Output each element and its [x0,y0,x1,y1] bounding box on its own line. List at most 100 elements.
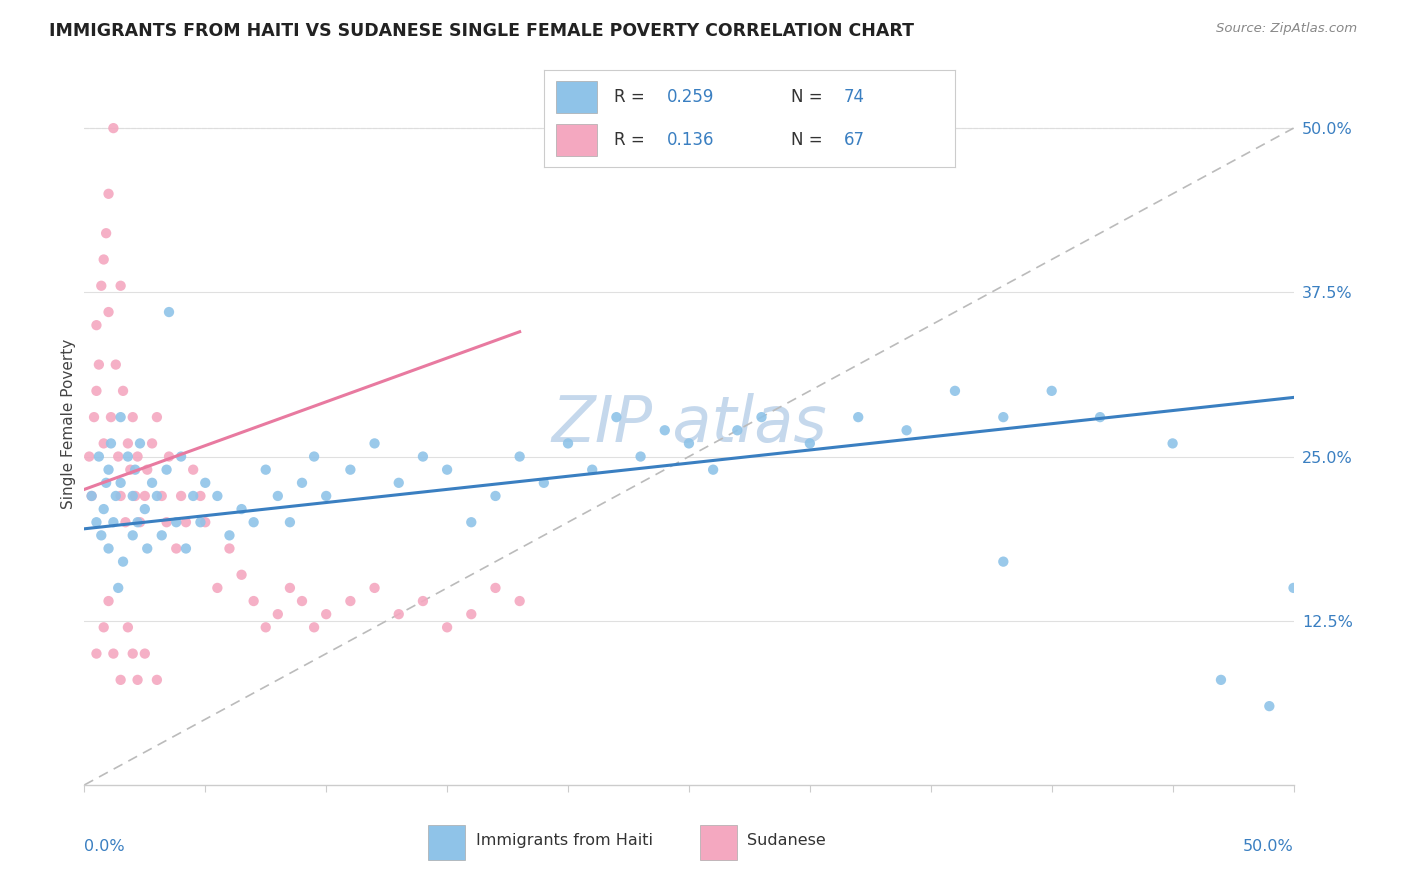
Point [436,463,458,477]
Point [484,581,506,595]
Point [190,489,212,503]
Point [103,121,125,136]
Point [87,358,110,372]
Point [103,515,125,529]
Point [1161,436,1184,450]
Text: IMMIGRANTS FROM HAITI VS SUDANESE SINGLE FEMALE POVERTY CORRELATION CHART: IMMIGRANTS FROM HAITI VS SUDANESE SINGLE… [49,22,914,40]
Point [107,450,129,464]
Point [80,489,103,503]
Point [77,450,100,464]
Point [121,489,143,503]
Point [120,463,142,477]
Text: Source: ZipAtlas.com: Source: ZipAtlas.com [1216,22,1357,36]
Point [174,541,197,556]
Point [388,607,411,622]
Point [141,436,163,450]
Point [86,384,108,398]
Point [129,515,152,529]
Point [218,528,240,542]
Point [363,436,385,450]
Point [170,450,193,464]
Y-axis label: Single Female Poverty: Single Female Poverty [60,339,76,508]
Point [1258,699,1281,714]
Point [124,463,146,477]
Point [339,594,361,608]
Point [1282,581,1305,595]
Point [509,450,531,464]
Point [509,594,531,608]
Point [112,384,135,398]
Point [157,450,180,464]
Point [231,502,253,516]
Point [993,410,1015,425]
Point [97,186,120,201]
Point [97,541,120,556]
Point [605,410,627,425]
Point [799,436,821,450]
Point [155,515,177,529]
Text: 0.0%: 0.0% [84,839,125,855]
Point [100,436,122,450]
Point [557,436,579,450]
Point [97,305,120,319]
Point [83,410,105,425]
Point [170,489,193,503]
Point [993,555,1015,569]
Point [86,318,108,333]
Point [127,515,149,529]
Point [110,489,132,503]
Point [174,515,197,529]
Point [388,475,411,490]
Point [702,463,724,477]
Point [103,647,125,661]
Point [207,581,229,595]
Point [1088,410,1111,425]
Point [146,410,169,425]
Point [104,489,127,503]
Point [94,226,117,240]
Point [93,620,115,634]
Point [943,384,966,398]
Point [146,673,169,687]
Point [93,436,115,450]
Point [150,489,173,503]
Point [97,463,120,477]
Point [127,673,149,687]
Point [121,528,143,542]
Point [93,502,115,516]
Point [181,489,204,503]
Point [751,410,773,425]
Point [278,515,301,529]
Point [124,489,146,503]
Point [165,515,187,529]
Point [581,463,603,477]
Point [136,541,159,556]
Point [267,489,290,503]
Point [94,475,117,490]
Point [150,528,173,542]
Point [654,423,676,437]
Point [86,647,108,661]
Point [484,489,506,503]
Point [315,489,337,503]
Point [110,673,132,687]
Point [254,620,277,634]
Point [117,620,139,634]
Point [412,594,434,608]
Point [134,502,156,516]
Point [141,475,163,490]
Point [104,358,127,372]
Point [896,423,918,437]
Point [725,423,748,437]
Point [165,541,187,556]
Point [630,450,652,464]
Point [436,620,458,634]
Point [90,278,112,293]
Point [339,463,361,477]
Point [97,594,120,608]
Point [218,541,240,556]
Point [315,607,337,622]
Point [291,594,314,608]
Point [291,475,314,490]
Point [181,463,204,477]
